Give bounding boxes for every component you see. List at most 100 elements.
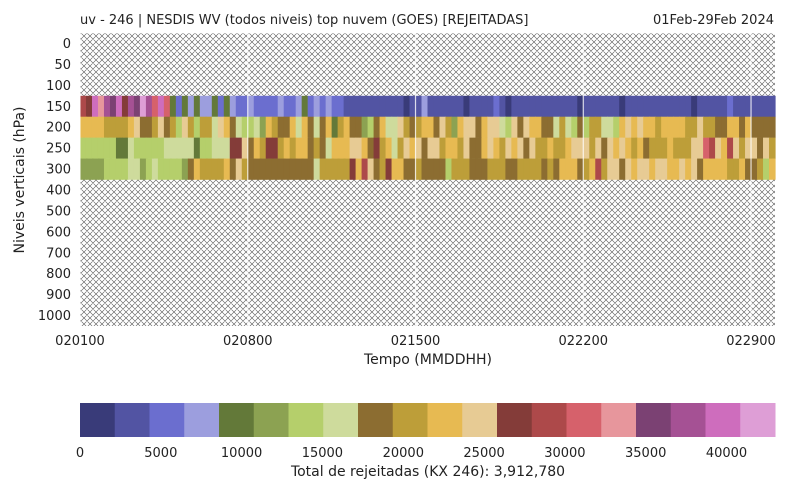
heatmap-cell bbox=[91, 116, 99, 138]
heatmap-cell bbox=[613, 95, 620, 118]
heatmap-cell bbox=[325, 137, 333, 159]
heatmap-cell bbox=[577, 116, 584, 138]
colorbar-segment bbox=[566, 403, 602, 437]
heatmap-cell bbox=[475, 116, 483, 138]
colorbar-segment bbox=[219, 403, 255, 437]
heatmap-cell bbox=[697, 116, 704, 138]
y-tick-label: 300 bbox=[46, 163, 71, 178]
y-tick-label: 500 bbox=[46, 204, 71, 219]
heatmap-cell bbox=[391, 116, 399, 138]
heatmap-cell bbox=[733, 137, 740, 159]
heatmap-cell bbox=[715, 137, 722, 159]
heatmap-cell bbox=[307, 137, 315, 159]
colorbar-tick-label: 25000 bbox=[463, 446, 504, 461]
heatmap-cell bbox=[727, 95, 734, 118]
colorbar-tick-label: 5000 bbox=[144, 446, 177, 461]
heatmap-cell bbox=[571, 137, 578, 159]
heatmap-cell bbox=[553, 137, 560, 159]
heatmap-cell bbox=[553, 95, 560, 118]
heatmap-cell bbox=[301, 137, 309, 159]
heatmap-cell bbox=[733, 158, 740, 180]
heatmap-cell bbox=[211, 95, 219, 118]
heatmap-cell bbox=[685, 158, 692, 180]
heatmap-cell bbox=[571, 95, 578, 118]
heatmap-cell bbox=[115, 158, 123, 180]
colorbar-tick-label: 0 bbox=[76, 446, 84, 461]
x-tick-label: 020100 bbox=[55, 334, 105, 349]
heatmap-cell bbox=[187, 116, 195, 138]
heatmap-cell bbox=[385, 116, 393, 138]
colorbar-tick-label: 10000 bbox=[221, 446, 262, 461]
y-tick-label: 200 bbox=[46, 121, 71, 136]
heatmap-cell bbox=[169, 137, 177, 159]
heatmap-cell bbox=[763, 95, 770, 118]
heatmap-cell bbox=[541, 137, 548, 159]
heatmap-cell bbox=[691, 95, 698, 118]
heatmap-cell bbox=[247, 95, 255, 118]
heatmap-cell bbox=[595, 158, 602, 180]
heatmap-cell bbox=[217, 137, 225, 159]
heatmap-cell bbox=[685, 137, 692, 159]
heatmap-cell bbox=[403, 116, 411, 138]
x-tick-label: 021500 bbox=[391, 334, 441, 349]
heatmap-cell bbox=[259, 158, 267, 180]
heatmap-cell bbox=[361, 116, 369, 138]
heatmap-cell bbox=[355, 95, 363, 118]
heatmap-cell bbox=[529, 95, 536, 118]
heatmap-cell bbox=[157, 116, 165, 138]
heatmap-cell bbox=[559, 95, 566, 118]
heatmap-cell bbox=[475, 95, 483, 118]
heatmap-cell bbox=[85, 95, 93, 118]
y-tick-label: 50 bbox=[54, 58, 71, 73]
heatmap-cell bbox=[241, 137, 249, 159]
heatmap-cell bbox=[379, 137, 387, 159]
heatmap-cell bbox=[433, 95, 441, 118]
heatmap-cell bbox=[103, 95, 111, 118]
heatmap-cell bbox=[397, 95, 405, 118]
heatmap-cell bbox=[499, 95, 506, 118]
heatmap-cell bbox=[80, 95, 87, 118]
heatmap-cell bbox=[745, 158, 752, 180]
heatmap-cell bbox=[583, 116, 590, 138]
heatmap-cell bbox=[439, 158, 447, 180]
heatmap-cell bbox=[247, 158, 255, 180]
heatmap-cell bbox=[631, 158, 638, 180]
heatmap-cell bbox=[367, 116, 375, 138]
heatmap-cell bbox=[355, 158, 363, 180]
heatmap-cell bbox=[133, 95, 141, 118]
heatmap-cell bbox=[295, 116, 303, 138]
heatmap-cell bbox=[319, 95, 327, 118]
heatmap-cell bbox=[139, 95, 147, 118]
heatmap-cell bbox=[229, 137, 237, 159]
heatmap-cell bbox=[517, 95, 524, 118]
heatmap-cell bbox=[301, 95, 309, 118]
x-tick-label: 022900 bbox=[726, 334, 776, 349]
heatmap-cell bbox=[751, 95, 758, 118]
heatmap-cell bbox=[463, 95, 471, 118]
heatmap-cell bbox=[451, 137, 459, 159]
heatmap-cell bbox=[571, 116, 578, 138]
heatmap-cell bbox=[373, 116, 381, 138]
heatmap-cell bbox=[709, 137, 716, 159]
heatmap-cell bbox=[511, 137, 518, 159]
heatmap-cell bbox=[421, 158, 429, 180]
heatmap-cell bbox=[733, 95, 740, 118]
heatmap-cell bbox=[343, 137, 351, 159]
heatmap-cell bbox=[451, 95, 459, 118]
x-tick-label: 020800 bbox=[223, 334, 273, 349]
heatmap-cell bbox=[517, 116, 524, 138]
heatmap-cell bbox=[97, 95, 105, 118]
heatmap-cell bbox=[541, 158, 548, 180]
heatmap-cell bbox=[457, 95, 465, 118]
heatmap-cell bbox=[607, 95, 614, 118]
heatmap-cell bbox=[265, 137, 273, 159]
heatmap-cell bbox=[163, 116, 171, 138]
y-tick-label: 600 bbox=[46, 225, 71, 240]
heatmap-cell bbox=[487, 158, 494, 180]
heatmap-cell bbox=[223, 116, 231, 138]
heatmap-cell bbox=[331, 95, 339, 118]
heatmap-cell bbox=[145, 95, 153, 118]
heatmap-cell bbox=[337, 95, 345, 118]
heatmap-cell bbox=[511, 95, 518, 118]
heatmap-cell bbox=[523, 116, 530, 138]
